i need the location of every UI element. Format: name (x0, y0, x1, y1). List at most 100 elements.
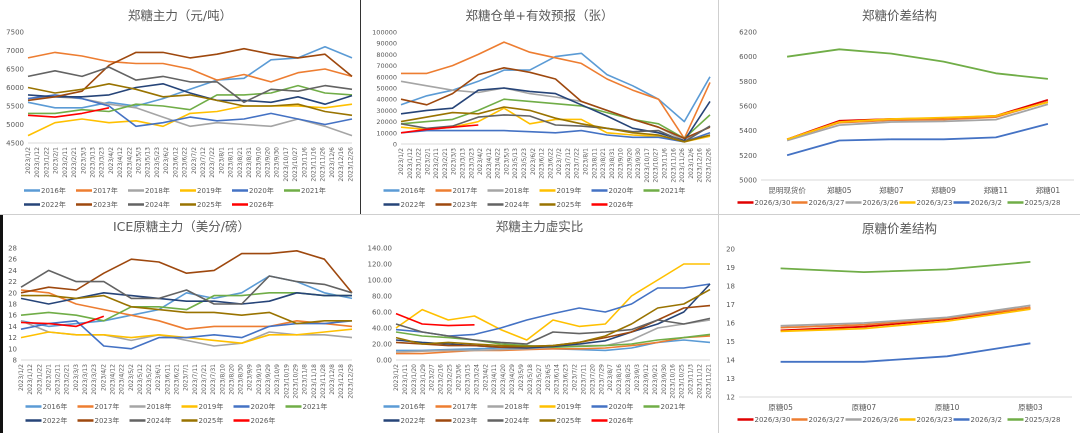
legend-label: 2021年 (303, 402, 328, 411)
legend-item: 2026/3/2 (953, 416, 1002, 424)
x-tick-label: 2023/4/22 (119, 364, 126, 395)
x-tick-label: 2023/6/12 (172, 147, 179, 178)
x-tick-label: 2023/8/1 (218, 147, 225, 174)
series-line-2023年 (20, 249, 353, 294)
y-tick-label: 13 (726, 375, 735, 383)
y-tick-label: 50000 (376, 85, 397, 93)
x-tick-label: 2023/10/19 (283, 364, 290, 399)
series-line-2025/3/28 (786, 48, 1048, 80)
legend-item: 2024年 (487, 416, 529, 425)
legend-label: 2022年 (43, 416, 68, 425)
legend-item: 2026/3/27 (791, 199, 844, 207)
legend-item: 2026年 (591, 416, 633, 425)
series-line-2018年 (400, 80, 711, 142)
y-tick-label: 6500 (6, 66, 24, 74)
legend-item: 2021年 (285, 402, 328, 411)
x-tick-label: 2023/1/2 (398, 148, 405, 175)
x-tick-label: 2023/10/17 (283, 147, 290, 182)
y-tick-label: 20 (8, 289, 17, 297)
legend-label: 2026/3/26 (863, 416, 899, 424)
series-line-2017年 (27, 51, 353, 83)
x-tick-label: 2023/1/22 (36, 364, 43, 395)
x-tick-label: 2023/11/6 (301, 147, 308, 178)
legend-label: 2026/3/26 (863, 199, 899, 207)
x-tick-label: 2023/2/25 (447, 364, 454, 395)
y-tick-label: 60.00 (372, 309, 392, 317)
legend-item: 2019年 (181, 402, 223, 411)
x-tick-label: 2023/2/21 (442, 148, 449, 179)
y-tick-label: 60000 (376, 73, 397, 81)
x-tick-label: 2023/2/16 (438, 364, 445, 395)
series-line-2026年 (20, 315, 105, 328)
x-tick-label: 2023/2/21 (71, 147, 78, 178)
x-tick-label: 2023/12/29 (347, 364, 354, 399)
y-tick-label: 18 (8, 301, 17, 309)
x-tick-label: 2023/9/30 (635, 148, 642, 179)
x-tick-label: 2023/7/11 (192, 364, 199, 395)
x-tick-label: 2023/3/23 (91, 364, 98, 395)
legend-item: 2025/3/28 (1007, 416, 1060, 424)
legend-item: 2026/3/26 (845, 416, 899, 424)
legend-item: 2020年 (591, 186, 634, 195)
x-tick-label: 2023/7/11 (580, 364, 587, 395)
legend-item: 2016年 (25, 402, 67, 411)
legend-label: 2025年 (199, 416, 224, 425)
x-tick-label: 2023/6/21 (174, 364, 181, 395)
legend-item: 2025年 (180, 200, 222, 209)
y-tick-label: 14 (726, 357, 735, 365)
legend-item: 2021年 (284, 186, 326, 195)
legend-label: 2018年 (147, 402, 172, 411)
series-line-2022年 (27, 83, 353, 105)
chart-title: ICE原糖主力（美分/磅） (113, 219, 250, 234)
x-tick-label: 2023/8/16 (616, 364, 623, 395)
legend-item: 2024年 (128, 200, 170, 209)
legend-label: 2026年 (249, 200, 274, 209)
x-tick-label: 2023/6/5 (545, 364, 552, 391)
legend-item: 2019年 (539, 402, 581, 411)
legend-label: 2020年 (609, 186, 634, 195)
legend-label: 2016年 (401, 186, 426, 195)
x-tick-label: 2023/8/30 (238, 364, 245, 395)
y-tick-label: 10000 (376, 129, 397, 137)
divider (718, 0, 719, 433)
x-tick-label: 2023/10/27 (653, 148, 660, 183)
x-tick-label: 2023/7/20 (589, 364, 596, 395)
y-tick-label: 5500 (6, 103, 24, 111)
x-tick-label: 2023/5/3 (503, 148, 510, 175)
y-tick-label: 16 (8, 312, 17, 320)
y-tick-label: 20 (726, 246, 735, 254)
legend-item: 2022年 (383, 200, 425, 209)
category-label: 原糖05 (768, 402, 793, 412)
y-tick-label: 12 (8, 334, 17, 342)
x-tick-label: 2023/11/8 (302, 364, 309, 395)
legend-label: 2026年 (251, 416, 276, 425)
y-tick-label: 8 (13, 357, 17, 365)
legend-label: 2024年 (505, 200, 530, 209)
legend-item: 2026/3/26 (845, 199, 899, 207)
x-tick-label: 2023/2/1 (424, 148, 431, 175)
x-tick-label: 2023/9/20 (264, 147, 271, 178)
x-tick-label: 2023/4/2 (100, 364, 107, 391)
series-line-2026年 (400, 124, 479, 134)
x-tick-label: 2023/1/12 (34, 147, 41, 178)
category-label: 郑糖07 (879, 185, 904, 195)
y-tick-label: 90000 (376, 40, 397, 48)
legend-item: 2026/3/30 (737, 199, 790, 207)
legend-item: 2017年 (76, 186, 118, 195)
legend-label: 2016年 (41, 186, 66, 195)
series-line-2026/3/26 (780, 304, 1031, 327)
x-tick-label: 2023/7/22 (209, 147, 216, 178)
legend-item: 2023年 (76, 200, 118, 209)
x-tick-label: 2023/7/22 (574, 148, 581, 179)
y-tick-label: 100.00 (368, 277, 393, 285)
y-tick-label: 5200 (739, 152, 757, 160)
legend-label: 2024年 (145, 200, 170, 209)
x-tick-label: 2023/2/7 (429, 364, 436, 391)
y-tick-label: 6000 (739, 53, 757, 61)
x-tick-label: 2023/11/16 (670, 148, 677, 183)
x-tick-label: 2023/11/12 (697, 364, 704, 399)
x-tick-label: 2023/4/2 (477, 148, 484, 175)
chart-zc-structure: 郑糖价差结构 5000 5200 5400 5600 5800 6000 6200 昆明现货价 郑… (737, 8, 1074, 207)
chart-zc-ratio: 郑糖主力虚实比 0.00 20.00 40.00 60.00 80.00 100.00 120… (368, 219, 713, 425)
x-tick-label: 2023/11/18 (311, 364, 318, 399)
